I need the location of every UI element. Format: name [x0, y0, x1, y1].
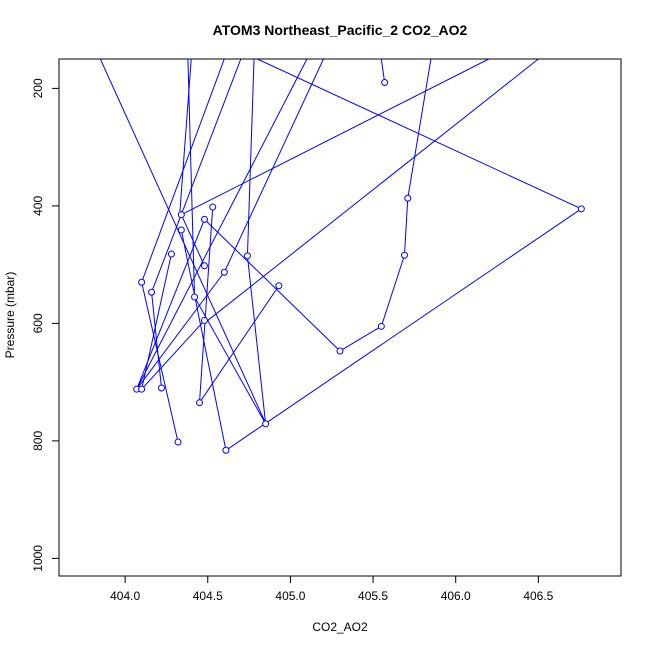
x-tick-label: 404.5	[193, 589, 223, 603]
series-line-segment	[223, 59, 324, 273]
series-line-segment	[179, 59, 192, 215]
data-point	[404, 194, 412, 202]
x-tick-label: 405.0	[275, 589, 305, 603]
series-line-segment	[403, 198, 409, 256]
plot-frame	[58, 58, 622, 577]
series-lines	[99, 59, 582, 451]
x-tick-label: 404.0	[110, 589, 140, 603]
data-point	[381, 79, 389, 86]
data-point	[377, 322, 385, 330]
series-line-segment	[199, 285, 280, 403]
data-point	[400, 251, 408, 259]
x-tick-label: 405.5	[358, 589, 388, 603]
x-tick-label: 406.5	[523, 589, 553, 603]
series-line-segment	[136, 219, 205, 390]
chart-title: ATOM3 Northeast_Pacific_2 CO2_AO2	[213, 22, 468, 38]
series-line-segment	[225, 208, 582, 451]
series-line-segment	[246, 255, 267, 424]
data-point	[196, 399, 203, 407]
series-line-segment	[141, 253, 172, 390]
data-point	[243, 252, 251, 260]
data-point	[177, 226, 185, 234]
data-point	[138, 278, 146, 286]
data-point	[177, 211, 185, 219]
series-line-segment	[141, 282, 179, 443]
y-tick-label: 1000	[31, 545, 45, 572]
data-point	[209, 203, 217, 211]
series-line-segment	[151, 59, 242, 293]
data-point	[191, 293, 199, 301]
data-point	[148, 288, 156, 296]
series-line-segment	[141, 320, 205, 390]
series-line-segment	[199, 207, 214, 403]
y-axis: 200 400 600 800 1000	[31, 78, 59, 572]
series-line-segment	[99, 59, 267, 424]
x-axis: 404.0 404.5 405.0 405.5 406.0 406.5	[110, 576, 554, 603]
series-line-segment	[180, 229, 227, 451]
data-point	[275, 282, 283, 290]
series-line-segment	[136, 59, 308, 390]
series-points	[133, 79, 585, 454]
series-line-segment	[207, 59, 539, 321]
series-line-segment	[380, 255, 405, 327]
series-line-segment	[257, 59, 582, 210]
data-point	[200, 215, 208, 223]
data-point	[200, 316, 208, 324]
y-tick-label: 200	[31, 78, 45, 98]
series-line-segment	[141, 59, 225, 283]
series-line-segment	[246, 59, 255, 256]
series-line-segment	[204, 219, 341, 352]
y-tick-label: 800	[31, 431, 45, 451]
series-line-segment	[180, 214, 205, 267]
data-point	[167, 250, 175, 258]
series-line-segment	[181, 59, 489, 216]
data-point	[577, 205, 585, 213]
data-point	[138, 385, 146, 393]
y-tick-label: 600	[31, 313, 45, 333]
x-tick-label: 406.0	[441, 589, 471, 603]
series-line-segment	[407, 59, 432, 199]
series-line-segment	[339, 325, 382, 352]
series-line-segment	[187, 59, 196, 297]
series-line-segment	[194, 296, 267, 425]
series-line-segment	[136, 271, 225, 390]
data-point	[174, 438, 182, 446]
plot-area	[99, 59, 585, 454]
data-point	[262, 420, 270, 428]
data-point	[220, 268, 228, 276]
series-line-segment	[380, 59, 386, 83]
y-tick-label: 400	[31, 196, 45, 216]
data-point	[222, 446, 230, 454]
y-axis-label: Pressure (mbar)	[3, 272, 17, 359]
data-point	[157, 384, 165, 392]
x-axis-label: CO2_AO2	[312, 620, 368, 634]
data-point	[200, 262, 208, 270]
data-point	[336, 347, 344, 355]
